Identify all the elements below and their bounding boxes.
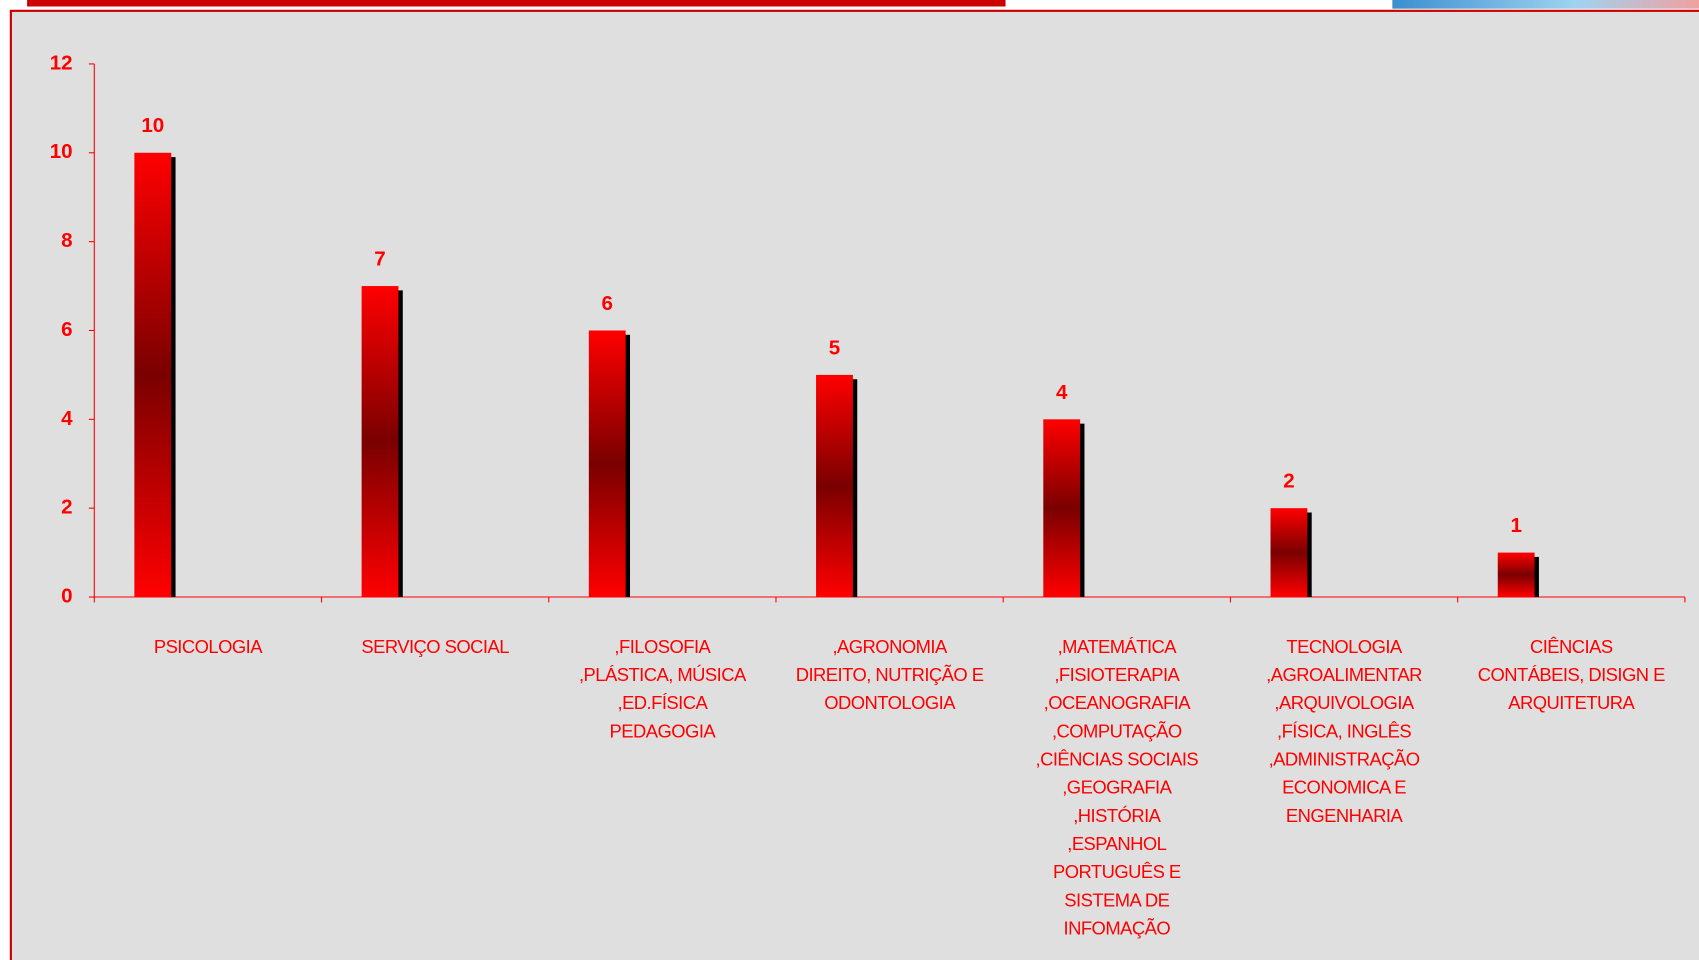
data-label: 4 <box>1056 381 1068 404</box>
data-label: 5 <box>829 336 840 359</box>
x-tick-label: ARQUITETURA <box>1508 692 1635 713</box>
x-tick-label: ,GEOGRAFIA <box>1062 777 1172 798</box>
data-label: 2 <box>1283 470 1294 493</box>
x-tick-label: PEDAGOGIA <box>610 720 717 741</box>
x-tick-label: CONTÁBEIS, DISIGN E <box>1478 664 1665 685</box>
x-tick-label: ,ED.FÍSICA <box>618 692 709 713</box>
data-label: 10 <box>141 114 164 137</box>
bar <box>588 330 626 598</box>
data-label: 1 <box>1510 514 1521 537</box>
x-tick-label: ,ESPANHOL <box>1067 833 1166 854</box>
bar <box>134 152 172 598</box>
bar <box>1497 552 1535 598</box>
x-tick-label: ,AGRONOMIA <box>832 636 947 657</box>
x-tick-label: ,COMPUTAÇÃO <box>1052 720 1182 741</box>
x-tick-label: ,ADMINISTRAÇÃO <box>1269 748 1420 769</box>
x-tick-label: ECONOMICA E <box>1282 777 1406 798</box>
x-tick-label: ,MATEMÁTICA <box>1058 636 1178 657</box>
x-tick-label: ,FISIOTERAPIA <box>1054 664 1180 685</box>
x-tick-label: ,OCEANOGRAFIA <box>1044 692 1192 713</box>
y-tick-label: 8 <box>61 229 72 252</box>
y-tick-label: 10 <box>50 140 73 163</box>
x-tick-label: PSICOLOGIA <box>154 636 263 657</box>
y-tick-label: 4 <box>61 407 73 430</box>
y-tick-label: 6 <box>61 318 72 341</box>
x-tick-label: ,CIÊNCIAS SOCIAIS <box>1036 748 1199 769</box>
header-image <box>1392 0 1699 9</box>
bar <box>816 374 853 598</box>
x-tick-label: DIREITO, NUTRIÇÃO E <box>796 664 984 685</box>
bar <box>361 286 399 598</box>
x-tick-label: PORTUGUÊS E <box>1053 861 1181 882</box>
x-tick-label: SISTEMA DE <box>1064 889 1169 910</box>
bar <box>1043 419 1081 598</box>
y-tick-label: 0 <box>61 584 72 607</box>
x-tick-label: TECNOLOGIA <box>1286 636 1403 657</box>
y-tick-label: 2 <box>61 496 72 519</box>
data-label: 7 <box>374 247 385 270</box>
x-tick-label: SERVIÇO SOCIAL <box>361 636 509 657</box>
x-tick-label: ,FÍSICA, INGLÊS <box>1277 720 1411 741</box>
x-tick-label: ,AGROALIMENTAR <box>1266 664 1422 685</box>
header-bar <box>27 0 1006 7</box>
x-tick-label: ,FILOSOFIA <box>614 636 711 657</box>
x-tick-label: CIÊNCIAS <box>1530 636 1613 657</box>
x-tick-label: ENGENHARIA <box>1286 805 1404 826</box>
x-tick-label: ODONTOLOGIA <box>824 692 956 713</box>
data-label: 6 <box>602 292 613 315</box>
x-tick-label: ,HISTÓRIA <box>1073 805 1161 826</box>
y-tick-label: 12 <box>50 51 73 74</box>
x-tick-label: ,PLÁSTICA, MÚSICA <box>579 664 747 685</box>
x-tick-label: INFOMAÇÃO <box>1064 918 1171 939</box>
x-tick-label: ,ARQUIVOLOGIA <box>1274 692 1414 713</box>
bar <box>1270 508 1308 598</box>
